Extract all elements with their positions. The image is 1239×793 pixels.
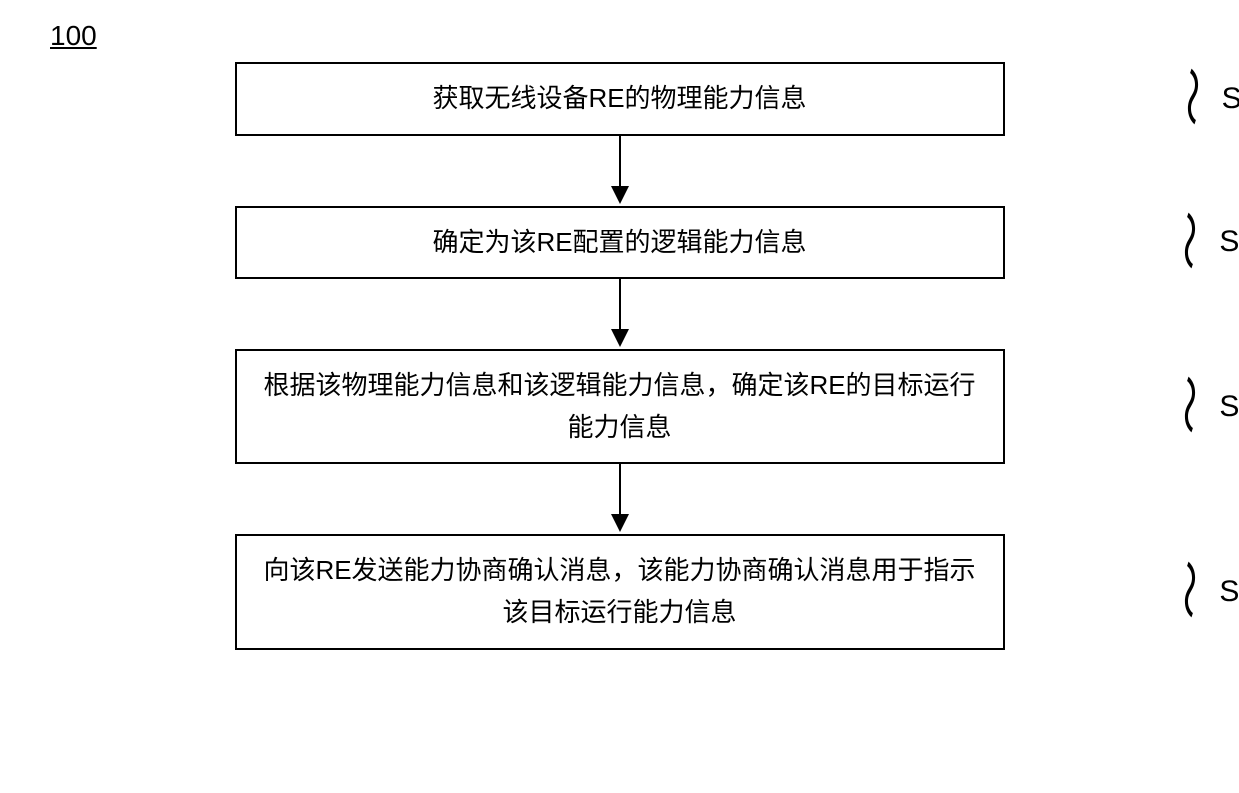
tilde-icon: 〜	[1165, 210, 1220, 271]
flow-box-s130: 根据该物理能力信息和该逻辑能力信息，确定该RE的目标运行能力信息	[235, 349, 1005, 464]
tilde-icon: 〜	[1165, 560, 1220, 621]
flow-arrow	[70, 136, 1170, 206]
flow-step-s110: 获取无线设备RE的物理能力信息 〜 S110	[70, 62, 1170, 136]
flow-box-s140: 向该RE发送能力协商确认消息，该能力协商确认消息用于指示该目标运行能力信息	[235, 534, 1005, 649]
flow-box-text: 确定为该RE配置的逻辑能力信息	[432, 222, 806, 264]
flow-step-s140: 向该RE发送能力协商确认消息，该能力协商确认消息用于指示该目标运行能力信息 〜 …	[70, 534, 1170, 649]
tilde-icon: 〜	[1165, 374, 1220, 435]
flow-step-s130: 根据该物理能力信息和该逻辑能力信息，确定该RE的目标运行能力信息 〜 S130	[70, 349, 1170, 464]
flow-arrow	[70, 279, 1170, 349]
step-label-s120: 〜 S120	[1173, 215, 1239, 270]
flow-box-s110: 获取无线设备RE的物理能力信息	[235, 62, 1005, 136]
flow-step-s120: 确定为该RE配置的逻辑能力信息 〜 S120	[70, 206, 1170, 280]
flow-box-text: 根据该物理能力信息和该逻辑能力信息，确定该RE的目标运行能力信息	[257, 365, 983, 448]
figure-number: 100	[50, 20, 1219, 52]
tilde-icon: 〜	[1167, 66, 1222, 127]
step-label-s130: 〜 S130	[1173, 379, 1239, 434]
step-label-text: S110	[1222, 82, 1239, 116]
step-label-text: S130	[1219, 390, 1239, 424]
step-label-text: S140	[1219, 575, 1239, 609]
step-label-s140: 〜 S140	[1173, 564, 1239, 619]
flow-box-text: 向该RE发送能力协商确认消息，该能力协商确认消息用于指示该目标运行能力信息	[257, 550, 983, 633]
flow-box-s120: 确定为该RE配置的逻辑能力信息	[235, 206, 1005, 280]
flowchart-container: 获取无线设备RE的物理能力信息 〜 S110 确定为该RE配置的逻辑能力信息 〜…	[70, 62, 1170, 650]
step-label-text: S120	[1219, 225, 1239, 259]
flow-box-text: 获取无线设备RE的物理能力信息	[432, 78, 806, 120]
step-label-s110: 〜 S110	[1176, 71, 1239, 126]
flow-arrow	[70, 464, 1170, 534]
